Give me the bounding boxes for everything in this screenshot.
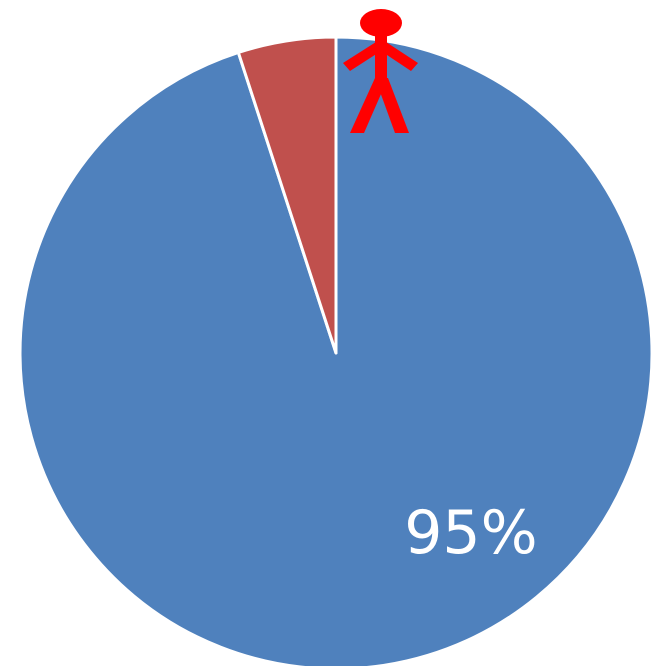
pie-slice-1 [236,35,338,355]
person-icon [343,9,418,133]
pie-labels: 95% [404,498,537,568]
pie-slice-0 [18,35,654,666]
pie-slices [18,35,654,666]
slice-label-0: 95% [404,498,537,568]
